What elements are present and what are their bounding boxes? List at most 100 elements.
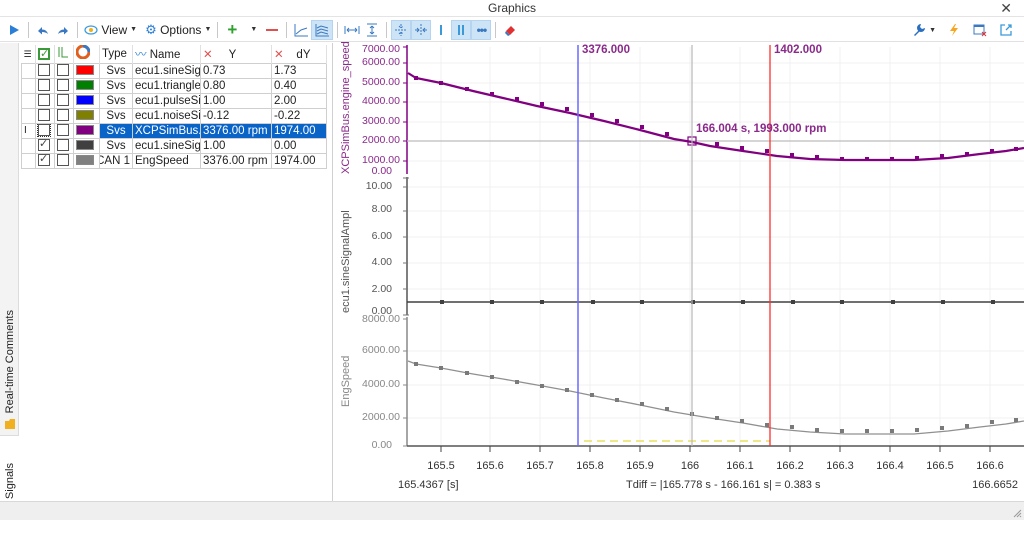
- row-selector[interactable]: I: [21, 122, 36, 139]
- row-selector[interactable]: [21, 92, 36, 109]
- more-cursors-button[interactable]: •••: [471, 19, 492, 40]
- window-titlebar: Graphics ✕: [0, 0, 1024, 17]
- color-swatch[interactable]: [73, 137, 100, 154]
- y-header[interactable]: ✕ Y: [200, 45, 272, 63]
- signal-y: 1.00: [200, 137, 272, 154]
- signal-row[interactable]: Svs ecu1.pulseSi 1.00 2.00: [21, 92, 327, 109]
- visible-checkbox[interactable]: [35, 152, 55, 169]
- checkbox-box: [57, 124, 69, 137]
- graph-area[interactable]: XCPSimBus.engine_speed 7000.00 6000.00 5…: [334, 41, 1024, 501]
- toolbar-right: ▼: [910, 18, 1016, 42]
- color-swatch[interactable]: [73, 152, 100, 169]
- visible-checkbox[interactable]: [35, 77, 55, 94]
- fit-y-button[interactable]: [362, 20, 382, 40]
- y-tick: 8000.00: [362, 313, 400, 325]
- x-tick: 165.7: [526, 460, 554, 472]
- toolbar-separator: [286, 21, 288, 38]
- close-button[interactable]: ✕: [1000, 0, 1012, 16]
- vertical-cursor-button[interactable]: [411, 19, 432, 40]
- redo-button[interactable]: [53, 20, 73, 40]
- signal-name: ecu1.pulseSi: [132, 92, 201, 109]
- lightning-icon: [950, 24, 958, 36]
- row-selector[interactable]: [21, 62, 36, 79]
- axis-checkbox[interactable]: [54, 122, 74, 139]
- axis-checkbox[interactable]: [54, 92, 74, 109]
- row-selector[interactable]: [21, 152, 36, 169]
- visible-checkbox[interactable]: [35, 92, 55, 109]
- add-dropdown-button[interactable]: ▼: [242, 20, 262, 40]
- axis-checkbox[interactable]: [54, 152, 74, 169]
- y-tick: 6000.00: [362, 56, 400, 68]
- color-swatch[interactable]: [73, 107, 100, 124]
- tools-button[interactable]: ▼: [910, 20, 938, 40]
- y-tick: 10.00: [365, 180, 392, 192]
- checkbox-box: [57, 64, 69, 77]
- axis-header[interactable]: [54, 45, 74, 63]
- eraser-button[interactable]: [500, 20, 520, 40]
- dy-header[interactable]: ✕ dY: [271, 45, 327, 63]
- single-axis-button[interactable]: [291, 20, 311, 40]
- axis-checkbox[interactable]: [54, 137, 74, 154]
- undo-button[interactable]: [33, 20, 53, 40]
- signal-row[interactable]: Svs ecu1.noiseSi -0.12 -0.22: [21, 107, 327, 124]
- fit-vertical-icon: [367, 23, 378, 36]
- color-box: [76, 125, 94, 136]
- x-tick: 166.3: [826, 460, 854, 472]
- signal-row[interactable]: Svs ecu1.triangle 0.80 0.40: [21, 77, 327, 94]
- color-swatch[interactable]: [73, 122, 100, 139]
- row-selector[interactable]: [21, 137, 36, 154]
- signal-row[interactable]: Svs ecu1.sineSigr 0.73 1.73: [21, 62, 327, 79]
- toolbar-separator: [28, 21, 29, 38]
- signal-row[interactable]: Svs ecu1.sineSigr 1.00 0.00: [21, 137, 327, 154]
- tab-signals[interactable]: Signals: [0, 435, 19, 543]
- visible-checkbox[interactable]: [35, 137, 55, 154]
- close-window-button[interactable]: [970, 20, 990, 40]
- signal-row-selected[interactable]: I Svs XCPSimBus.e 3376.00 rpm 1974.00: [21, 122, 327, 139]
- signal-row[interactable]: CAN 1 EngSpeed 3376.00 rpm 1974.00: [21, 152, 327, 169]
- options-menu-button[interactable]: ⚙ Options ▼: [143, 20, 213, 40]
- start-button[interactable]: [4, 20, 24, 40]
- signal-dy: 1.73: [271, 62, 327, 79]
- x-tick: 166.6: [976, 460, 1004, 472]
- y-tick: 0.00: [371, 305, 392, 317]
- name-header[interactable]: 〰 Name: [132, 45, 201, 63]
- color-box: [76, 95, 94, 106]
- color-swatch[interactable]: [73, 92, 100, 109]
- color-swatch[interactable]: [73, 62, 100, 79]
- y-tick: 4000.00: [362, 378, 400, 390]
- row-selector-header[interactable]: ☰: [21, 45, 36, 63]
- y-tick: 6.00: [371, 230, 392, 242]
- axis-checkbox[interactable]: [54, 77, 74, 94]
- horizontal-cursor-button[interactable]: [391, 19, 412, 40]
- view-menu-button[interactable]: View ▼: [82, 20, 139, 40]
- tab-realtime-comments[interactable]: Real-time Comments: [0, 305, 19, 435]
- y-tick: 2000.00: [362, 134, 400, 146]
- add-signal-button[interactable]: +: [222, 20, 242, 40]
- checkbox-box: [38, 79, 50, 92]
- visible-checkbox[interactable]: [35, 107, 55, 124]
- cursor-cross-icon: ✕: [274, 48, 284, 61]
- fit-horizontal-icon: [344, 25, 360, 34]
- visible-checkbox[interactable]: [35, 122, 55, 139]
- visible-header-checkbox[interactable]: [35, 45, 55, 63]
- color-swatch[interactable]: [73, 77, 100, 94]
- single-cursor-button[interactable]: [431, 20, 451, 40]
- multi-axis-button[interactable]: [311, 19, 334, 40]
- color-header[interactable]: [73, 45, 100, 63]
- axis-checkbox[interactable]: [54, 62, 74, 79]
- chevron-down-icon: ▼: [250, 26, 258, 33]
- undock-button[interactable]: [996, 20, 1016, 40]
- y-tick: 0.00: [371, 165, 392, 177]
- list-icon: ☰: [23, 48, 32, 59]
- type-header[interactable]: Type: [99, 45, 133, 63]
- remove-signal-button[interactable]: [262, 20, 282, 40]
- checkbox-box: [38, 109, 50, 122]
- axis-checkbox[interactable]: [54, 107, 74, 124]
- trigger-button[interactable]: [944, 20, 964, 40]
- visible-checkbox[interactable]: [35, 62, 55, 79]
- fit-x-button[interactable]: [342, 20, 362, 40]
- plot-canvas[interactable]: [334, 43, 1024, 501]
- row-selector[interactable]: [21, 107, 36, 124]
- row-selector[interactable]: [21, 77, 36, 94]
- two-cursors-button[interactable]: [451, 19, 472, 40]
